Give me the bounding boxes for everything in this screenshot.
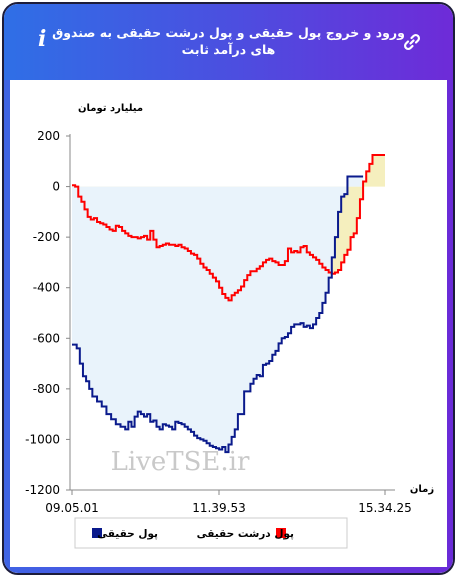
y-tick-label: -600 — [33, 331, 60, 345]
series-line-real-money — [72, 175, 364, 454]
left-border-bar — [4, 80, 10, 573]
x-axis-ticks: 09.05.01 11.39.53 15.34.25 — [45, 490, 412, 515]
x-axis-label: زمان — [410, 484, 434, 495]
x-tick-label: 09.05.01 — [45, 501, 98, 515]
y-axis-label: میلیارد تومان — [78, 103, 143, 114]
y-tick-label: -400 — [33, 281, 60, 295]
y-axis-ticks: 200 0 -200 -400 -600 -800 -1000 -1200 — [25, 129, 70, 497]
y-tick-label: 0 — [52, 180, 60, 194]
chart-title: ورود و خروج پول حقیقی و پول درشت حقیقی ب… — [52, 25, 405, 57]
legend-label-big-real-money: پول درشت حقیقی — [197, 528, 294, 540]
series-lines — [72, 153, 385, 454]
info-icon[interactable]: i — [38, 26, 47, 52]
legend-swatch-big-real-money — [276, 528, 286, 538]
y-tick-label: -1000 — [25, 432, 60, 446]
legend: پول درشت حقیقی پول حقیقی — [74, 517, 348, 549]
series-line-big-real-money — [72, 153, 385, 302]
right-border-bar — [447, 80, 453, 573]
legend-item-real-money[interactable]: پول حقیقی — [92, 528, 158, 540]
bottom-border-bar — [4, 567, 453, 573]
legend-label-real-money: پول حقیقی — [97, 528, 158, 540]
y-tick-label: -200 — [33, 230, 60, 244]
y-tick-label: -800 — [33, 382, 60, 396]
chart-header: i ورود و خروج پول حقیقی و پول درشت حقیقی… — [4, 4, 453, 80]
legend-item-big-real-money[interactable]: پول درشت حقیقی — [197, 528, 294, 540]
area-fills — [72, 154, 385, 453]
area-real-money — [72, 176, 364, 453]
legend-box — [74, 517, 348, 549]
x-tick-label: 15.34.25 — [358, 501, 411, 515]
legend-swatch-real-money — [92, 528, 102, 538]
x-tick-label: 11.39.53 — [192, 501, 245, 515]
link-icon[interactable] — [402, 32, 422, 52]
y-tick-label: -1200 — [25, 483, 60, 497]
y-tick-label: 200 — [37, 129, 60, 143]
